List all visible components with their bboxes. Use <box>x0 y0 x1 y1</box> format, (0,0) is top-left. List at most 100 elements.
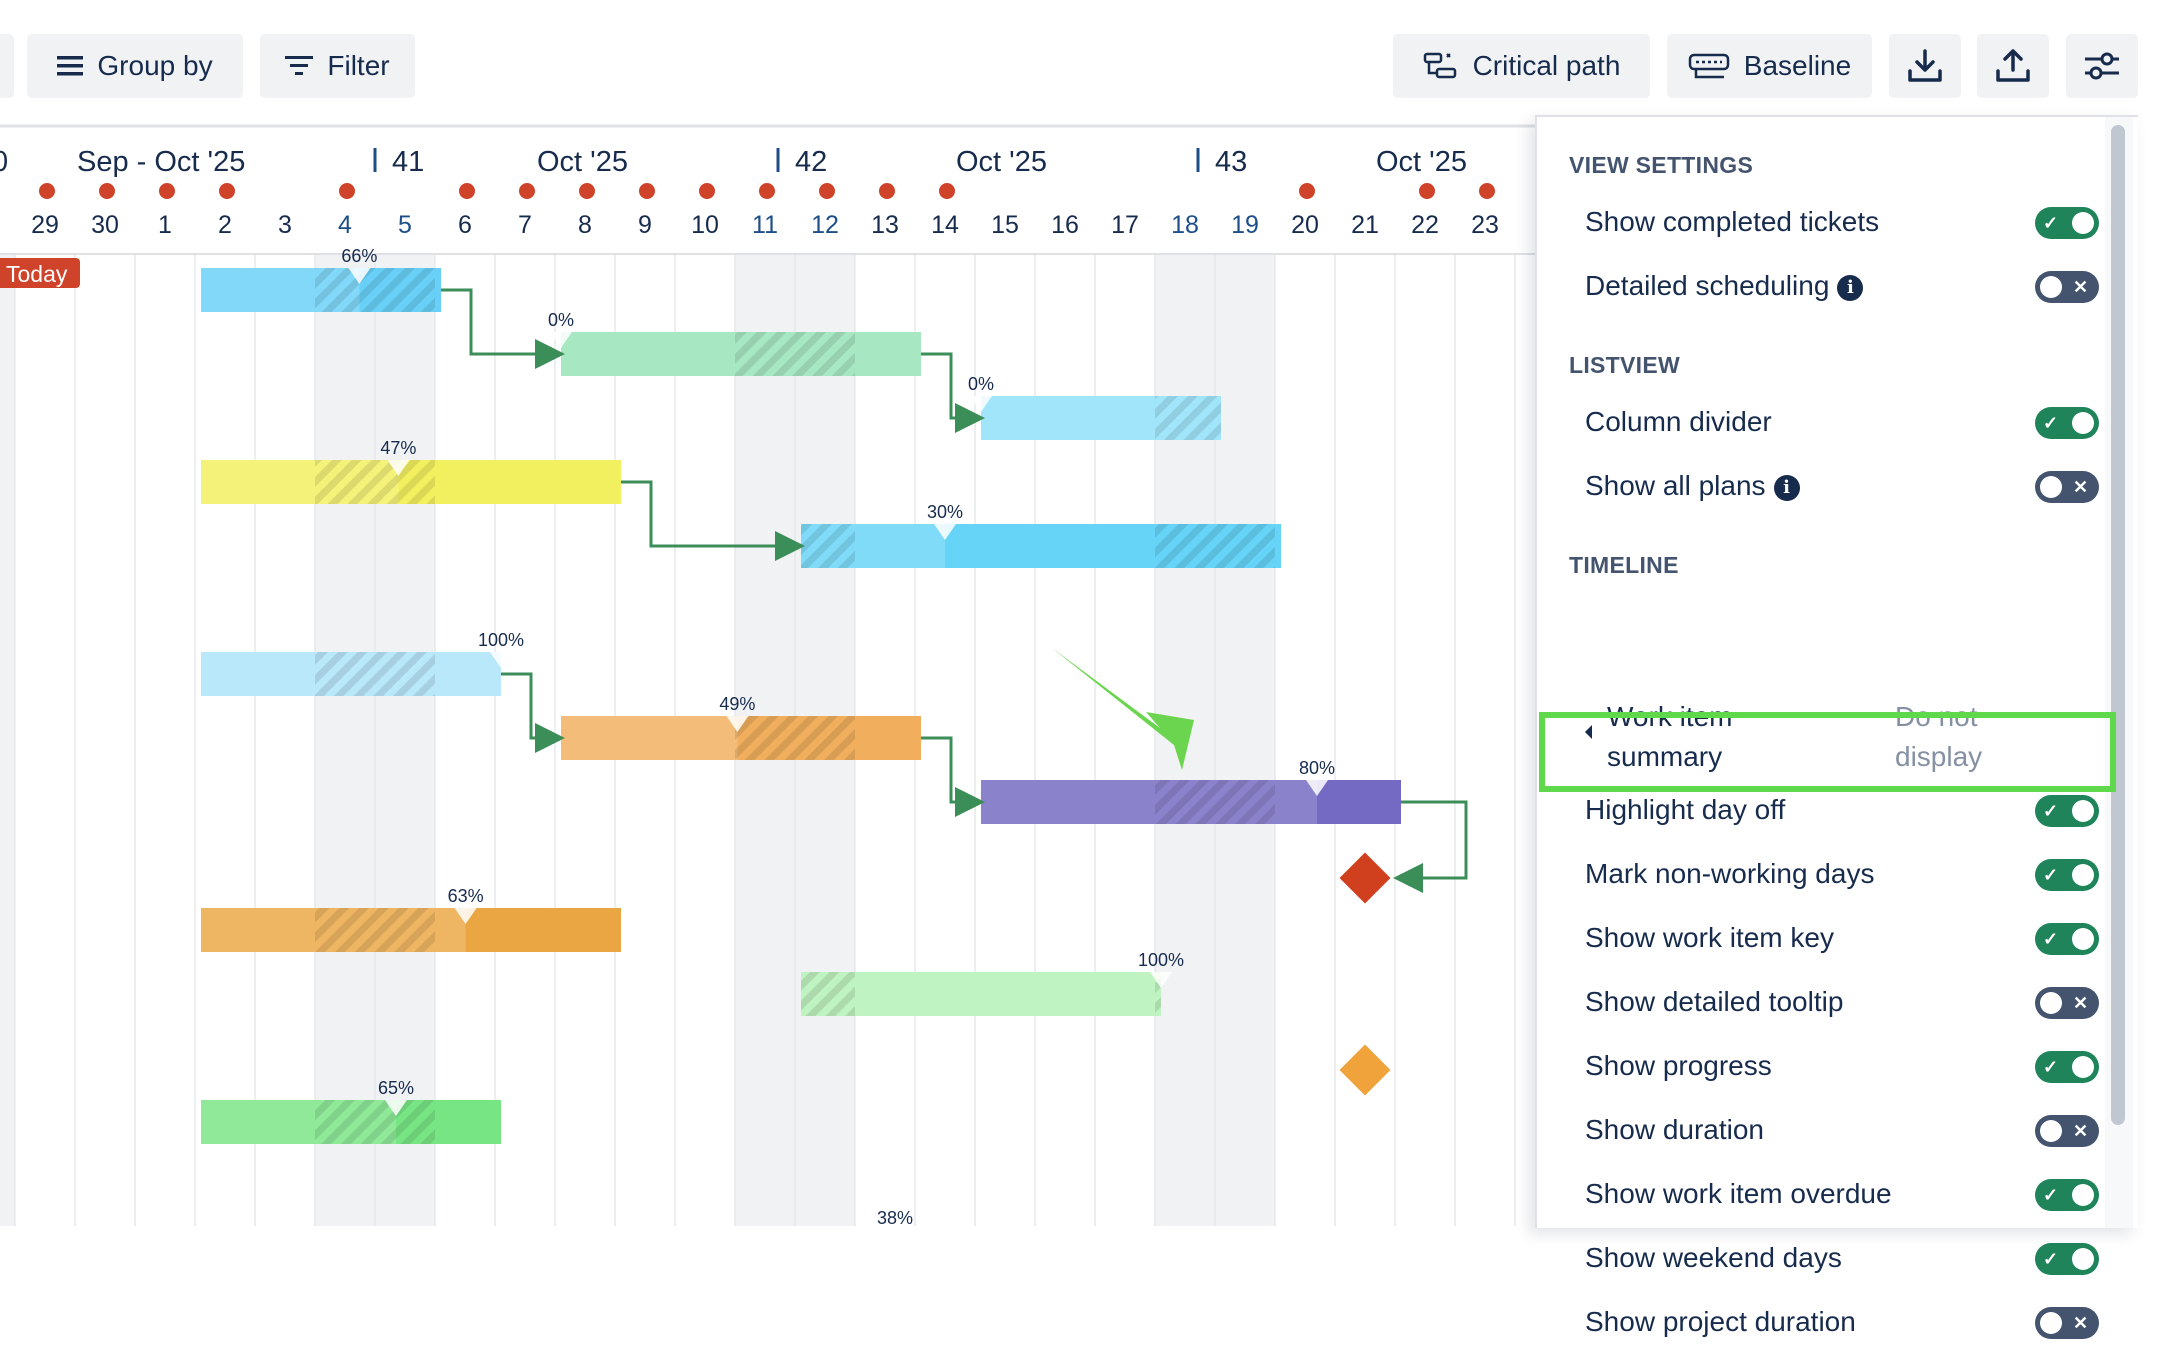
row-show-weekend-days: Show weekend days ✓ <box>1585 1230 2105 1286</box>
non-working-hatch <box>1155 396 1215 440</box>
critical-path-button[interactable]: Critical path <box>1393 34 1650 98</box>
day-marker-dot[interactable] <box>219 183 235 199</box>
task-bar[interactable]: 63% <box>201 886 621 952</box>
row-column-divider: Column divider ✓ <box>1585 394 2105 450</box>
day-marker-dot[interactable] <box>519 183 535 199</box>
filter-button[interactable]: Filter <box>260 34 415 98</box>
show-progress-toggle[interactable]: ✓ <box>2035 1051 2099 1083</box>
task-bar[interactable]: 65% <box>201 1078 501 1144</box>
progress-label: 80% <box>1299 758 1335 778</box>
progress-marker[interactable] <box>385 1100 407 1116</box>
info-icon[interactable]: i <box>1837 274 1864 301</box>
show-completed-toggle[interactable]: ✓ <box>2035 207 2099 239</box>
task-bar[interactable]: 100% <box>801 950 1184 1016</box>
day-marker-dot[interactable] <box>639 183 655 199</box>
task-bar[interactable]: 0% <box>548 310 921 376</box>
task-bar[interactable]: 30% <box>801 502 1281 568</box>
group-by-button[interactable]: Group by <box>27 34 243 98</box>
baseline-icon <box>1688 53 1730 79</box>
day-marker-dot[interactable] <box>759 183 775 199</box>
row-show-all-plans: Show all plans i ✕ <box>1585 458 2105 514</box>
dependency-arrow[interactable] <box>621 480 805 561</box>
column-divider-toggle[interactable]: ✓ <box>2035 407 2099 439</box>
baseline-button[interactable]: Baseline <box>1667 34 1872 98</box>
task-bar[interactable]: 100% <box>201 630 524 696</box>
progress-label: 0% <box>548 310 574 330</box>
progress-label: 63% <box>448 886 484 906</box>
highlight-day-off-toggle[interactable]: ✓ <box>2035 795 2099 827</box>
task-bar[interactable]: 0% <box>968 374 1221 440</box>
day-marker-dot[interactable] <box>879 183 895 199</box>
non-working-hatch <box>375 268 435 312</box>
non-working-hatch <box>1155 524 1215 568</box>
task-bar[interactable]: 47% <box>201 438 621 504</box>
toolbar-left-edge-button[interactable] <box>0 34 14 98</box>
row-mark-non-working-days: Mark non-working days ✓ <box>1585 846 2105 902</box>
day-marker-dot[interactable] <box>459 183 475 199</box>
show-completed-label: Show completed tickets <box>1585 206 1880 237</box>
day-marker-dot[interactable] <box>39 183 55 199</box>
dependency-arrow[interactable] <box>921 736 985 817</box>
progress-marker[interactable] <box>387 460 410 476</box>
progress-marker[interactable] <box>454 908 477 924</box>
task-bar[interactable]: 66% <box>201 246 441 312</box>
mark-non-working-toggle[interactable]: ✓ <box>2035 859 2099 891</box>
show-overdue-toggle[interactable]: ✓ <box>2035 1179 2099 1211</box>
dependency-arrow[interactable] <box>921 352 985 433</box>
dependency-arrow[interactable] <box>1393 800 1468 893</box>
check-icon: ✓ <box>2043 801 2059 821</box>
non-working-hatch <box>315 268 375 312</box>
task-bar[interactable]: 80% <box>981 758 1401 824</box>
day-number: 12 <box>811 211 839 239</box>
day-marker-dot[interactable] <box>939 183 955 199</box>
day-marker-dot[interactable] <box>579 183 595 199</box>
day-marker-dot[interactable] <box>1479 183 1495 199</box>
non-working-hatch <box>795 716 855 760</box>
milestone-diamond[interactable] <box>1339 1044 1391 1096</box>
download-button[interactable] <box>1889 34 1961 98</box>
day-marker-dot[interactable] <box>1299 183 1315 199</box>
day-marker-dot[interactable] <box>99 183 115 199</box>
day-number: 15 <box>991 211 1019 239</box>
show-key-toggle[interactable]: ✓ <box>2035 923 2099 955</box>
progress-marker[interactable] <box>490 652 512 668</box>
progress-marker[interactable] <box>934 524 956 540</box>
info-icon[interactable]: i <box>1773 474 1800 501</box>
progress-marker[interactable] <box>726 716 749 732</box>
day-marker-dot[interactable] <box>699 183 715 199</box>
show-tooltip-toggle[interactable]: ✕ <box>2035 987 2099 1019</box>
show-weekend-toggle[interactable]: ✓ <box>2035 1243 2099 1275</box>
upload-button[interactable] <box>1977 34 2049 98</box>
non-working-hatch <box>375 460 435 504</box>
day-marker-dot[interactable] <box>339 183 355 199</box>
progress-label: 65% <box>378 1078 414 1098</box>
view-settings-button[interactable] <box>2066 34 2138 98</box>
panel-scrollbar[interactable] <box>2111 125 2125 1125</box>
row-show-work-item-overdue: Show work item overdue ✓ <box>1585 1166 2105 1222</box>
progress-marker[interactable] <box>348 268 371 284</box>
critical-path-label: Critical path <box>1472 50 1621 81</box>
day-marker-dot[interactable] <box>159 183 175 199</box>
day-number: 13 <box>871 211 899 239</box>
dependency-arrow[interactable] <box>501 672 565 753</box>
milestone-diamond[interactable] <box>1339 852 1391 904</box>
day-marker-dot[interactable] <box>1419 183 1435 199</box>
progress-label: 30% <box>927 502 963 522</box>
day-number: 17 <box>1111 211 1139 239</box>
dependency-arrow[interactable] <box>441 288 565 369</box>
day-number: 30 <box>91 211 119 239</box>
critical-path-icon <box>1423 52 1456 79</box>
show-overdue-label: Show work item overdue <box>1585 1178 1892 1209</box>
non-working-hatch <box>801 972 855 1016</box>
detailed-scheduling-toggle[interactable]: ✕ <box>2035 271 2099 303</box>
task-bar[interactable]: 49% <box>561 694 921 760</box>
progress-marker[interactable] <box>1306 780 1328 796</box>
show-all-plans-toggle[interactable]: ✕ <box>2035 471 2099 503</box>
day-marker-dot[interactable] <box>819 183 835 199</box>
task-bar-fill <box>398 460 621 504</box>
show-project-duration-toggle[interactable]: ✕ <box>2035 1307 2099 1339</box>
progress-marker[interactable] <box>1150 972 1172 988</box>
gantt-chart[interactable]: Sep - Oct '25 41 Oct '25 42 Oct '25 43 Oct '25… <box>0 0 2181 1226</box>
check-icon: ✓ <box>2043 865 2059 885</box>
show-duration-toggle[interactable]: ✕ <box>2035 1115 2099 1147</box>
